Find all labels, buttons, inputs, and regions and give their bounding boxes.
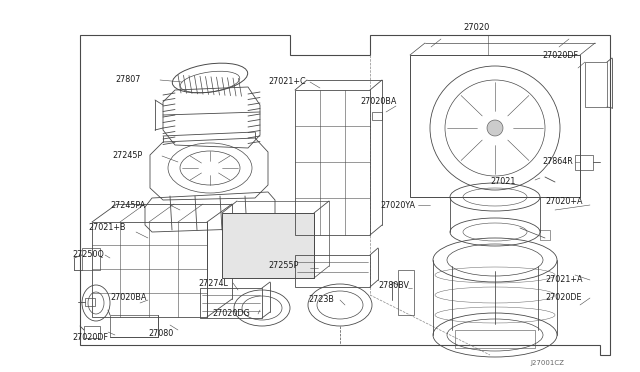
Text: 27020DE: 27020DE	[545, 294, 582, 302]
Text: 27020DF: 27020DF	[542, 51, 578, 60]
Text: 27020YA: 27020YA	[380, 201, 415, 209]
Bar	[398, 270, 414, 315]
Bar	[540, 230, 550, 240]
Bar	[410, 55, 580, 197]
Text: 27020: 27020	[463, 23, 490, 32]
Text: 27274L: 27274L	[198, 279, 228, 288]
Bar	[455, 330, 535, 348]
Text: 27255P: 27255P	[268, 260, 298, 269]
Text: 2780BV: 2780BV	[378, 280, 409, 289]
Bar	[200, 288, 262, 318]
Text: 27020BA: 27020BA	[360, 97, 396, 106]
Text: 27245P: 27245P	[112, 151, 142, 160]
Bar	[295, 255, 370, 287]
Text: 27245PA: 27245PA	[110, 201, 145, 209]
Text: 27020DF: 27020DF	[72, 334, 108, 343]
Text: 27864R: 27864R	[542, 157, 573, 167]
Bar	[82, 248, 100, 270]
Text: 27250Q: 27250Q	[72, 250, 104, 260]
Text: 27020DG: 27020DG	[212, 310, 250, 318]
Ellipse shape	[487, 120, 503, 136]
Polygon shape	[80, 35, 610, 355]
Bar	[295, 90, 370, 235]
Text: 27020BA: 27020BA	[110, 294, 147, 302]
Text: 27021+A: 27021+A	[545, 276, 582, 285]
Text: 2723B: 2723B	[308, 295, 334, 305]
Bar	[575, 155, 593, 170]
Text: 27020+A: 27020+A	[545, 198, 582, 206]
Bar	[372, 112, 382, 120]
Bar	[84, 326, 100, 338]
Text: 27080: 27080	[148, 328, 173, 337]
Bar	[110, 315, 158, 337]
Text: 27021: 27021	[490, 177, 515, 186]
Bar	[585, 62, 607, 107]
Text: 27807: 27807	[115, 76, 140, 84]
Bar	[222, 213, 314, 278]
Bar	[92, 222, 207, 317]
Text: 27021+C: 27021+C	[268, 77, 306, 87]
Text: 27021+B: 27021+B	[88, 224, 125, 232]
Text: J27001CZ: J27001CZ	[530, 360, 564, 366]
Bar	[85, 298, 95, 306]
